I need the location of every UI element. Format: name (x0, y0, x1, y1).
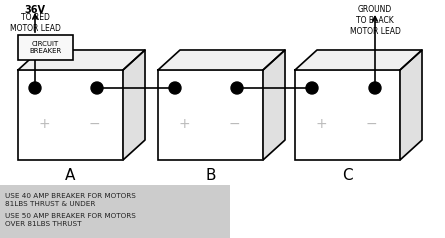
Circle shape (169, 82, 181, 94)
Text: B: B (205, 168, 216, 183)
Circle shape (29, 82, 41, 94)
Text: A: A (65, 168, 76, 183)
Polygon shape (158, 50, 285, 70)
Text: C: C (342, 168, 353, 183)
Polygon shape (18, 50, 145, 70)
Text: −: − (89, 117, 101, 131)
Text: GROUND
TO BLACK
MOTOR LEAD: GROUND TO BLACK MOTOR LEAD (350, 5, 401, 36)
Bar (158, 70, 263, 160)
Text: USE 50 AMP BREAKER FOR MOTORS
OVER 81LBS THRUST: USE 50 AMP BREAKER FOR MOTORS OVER 81LBS… (5, 213, 136, 228)
Bar (18, 35, 73, 60)
Text: CIRCUIT
BREAKER: CIRCUIT BREAKER (29, 41, 61, 54)
Bar (18, 70, 123, 160)
Polygon shape (263, 50, 285, 160)
Circle shape (231, 82, 243, 94)
Bar (295, 70, 400, 160)
Text: TO RED
MOTOR LEAD: TO RED MOTOR LEAD (9, 13, 61, 33)
Bar (0, 185, 230, 238)
Circle shape (306, 82, 318, 94)
Text: −: − (366, 117, 377, 131)
Polygon shape (123, 50, 145, 160)
Circle shape (369, 82, 381, 94)
Text: +: + (38, 117, 50, 131)
Polygon shape (295, 50, 422, 70)
Text: −: − (229, 117, 240, 131)
Text: +: + (316, 117, 327, 131)
Text: 36V: 36V (24, 5, 45, 15)
Text: USE 40 AMP BREAKER FOR MOTORS
81LBS THRUST & UNDER: USE 40 AMP BREAKER FOR MOTORS 81LBS THRU… (5, 193, 136, 208)
Circle shape (91, 82, 103, 94)
Polygon shape (400, 50, 422, 160)
Text: +: + (178, 117, 190, 131)
